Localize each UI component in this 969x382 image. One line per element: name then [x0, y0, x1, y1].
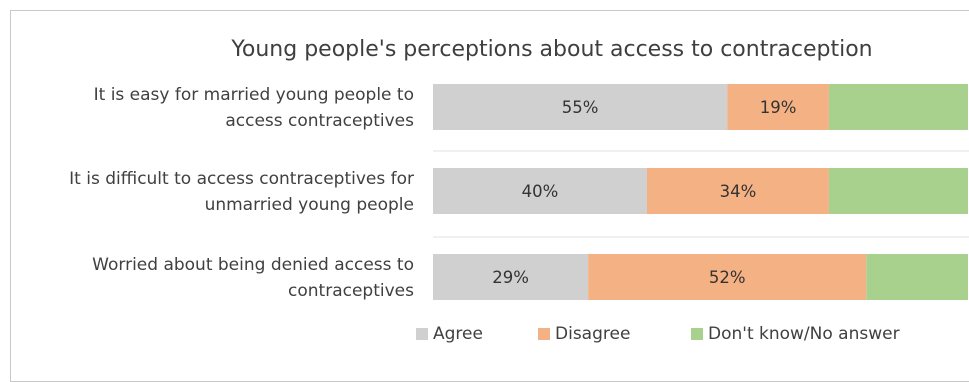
category-label-line: It is easy for married young people to	[94, 85, 414, 105]
category-label-line: Worried about being denied access to	[92, 255, 414, 275]
bar-3-row-3	[866, 254, 968, 300]
data-label-1-row-3: 29%	[492, 268, 529, 287]
bar-1-row-2	[433, 168, 647, 214]
category-label-line: unmarried young people	[205, 195, 414, 215]
data-label-2-row-1: 19%	[760, 98, 797, 117]
data-label-2-row-3: 52%	[709, 268, 746, 287]
legend-label-1: Agree	[433, 324, 483, 344]
chart-svg: Young people's perceptions about access …	[69, 37, 969, 344]
legend-label-3: Don't know/No answer	[708, 324, 900, 344]
bar-2-row-2	[647, 168, 829, 214]
bar-3-row-2	[828, 168, 968, 214]
bar-3-row-1	[828, 84, 968, 130]
data-label-2-row-2: 34%	[720, 182, 757, 201]
legend-swatch-1	[416, 328, 428, 340]
category-label-3: Worried about being denied access to cont…	[92, 255, 414, 301]
category-label-line: access contraceptives	[225, 111, 414, 131]
category-label-1: It is easy for married young people to ac…	[94, 85, 415, 131]
category-label-2: It is difficult to access contraceptives…	[69, 169, 414, 215]
bar-1-row-1	[433, 84, 728, 130]
bar-2-row-1	[727, 84, 829, 130]
data-label-1-row-2: 40%	[522, 182, 559, 201]
category-label-line: contraceptives	[288, 281, 414, 301]
data-label-1-row-1: 55%	[562, 98, 599, 117]
chart-title: Young people's perceptions about access …	[230, 37, 872, 62]
category-label-line: It is difficult to access contraceptives…	[69, 169, 414, 189]
bar-1-row-3	[433, 254, 589, 300]
legend-swatch-3	[691, 328, 703, 340]
legend-label-2: Disagree	[555, 324, 630, 344]
legend-swatch-2	[538, 328, 550, 340]
bar-2-row-3	[588, 254, 867, 300]
